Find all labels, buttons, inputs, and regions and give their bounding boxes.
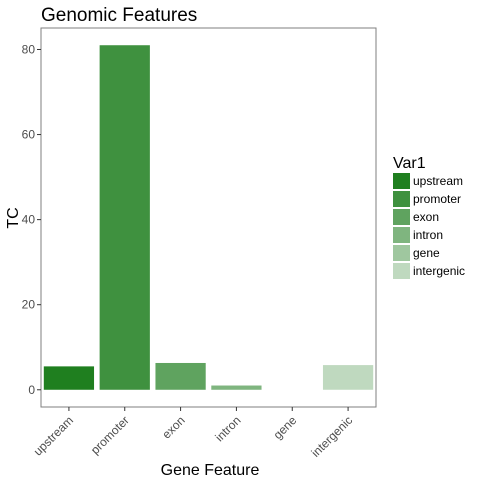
panel-border (40, 27, 377, 408)
y-tick-label: 0 (28, 383, 35, 397)
bar-intron (211, 385, 262, 390)
legend-label-intergenic: intergenic (413, 264, 465, 278)
legend-key-exon (393, 209, 410, 225)
legend-title: Var1 (393, 155, 426, 172)
y-tick-label: 60 (22, 128, 36, 142)
bar-upstream (43, 366, 95, 390)
legend-key-intergenic (393, 263, 410, 279)
legend-label-gene: gene (413, 246, 440, 260)
y-tick-label: 20 (22, 298, 36, 312)
legend-key-upstream (393, 173, 410, 189)
legend-label-promoter: promoter (413, 192, 461, 206)
bar-promoter (99, 45, 150, 390)
chart-title: Genomic Features (41, 5, 197, 26)
legend-key-intron (393, 227, 410, 243)
x-axis-title: Gene Feature (161, 462, 260, 479)
legend-label-intron: intron (413, 228, 443, 242)
legend-label-exon: exon (413, 210, 439, 224)
legend-key-promoter (393, 191, 410, 207)
y-tick-label: 40 (22, 213, 36, 227)
y-tick-label: 80 (22, 42, 36, 56)
y-axis-title: TC (5, 207, 22, 228)
legend: Var1 upstream promoter exon intron gene inter… (393, 155, 465, 279)
legend-key-gene (393, 245, 410, 261)
bar-exon (155, 362, 206, 390)
bar-intergenic (322, 365, 374, 390)
legend-label-upstream: upstream (413, 174, 463, 188)
